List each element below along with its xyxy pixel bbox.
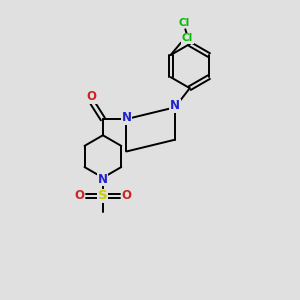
Text: N: N <box>98 172 108 186</box>
Text: O: O <box>74 189 84 203</box>
Text: N: N <box>122 111 131 124</box>
Text: O: O <box>122 189 131 203</box>
Text: Cl: Cl <box>182 33 193 43</box>
Text: N: N <box>170 99 180 112</box>
Text: Cl: Cl <box>178 18 190 28</box>
Text: O: O <box>86 91 96 103</box>
Text: S: S <box>98 189 108 203</box>
